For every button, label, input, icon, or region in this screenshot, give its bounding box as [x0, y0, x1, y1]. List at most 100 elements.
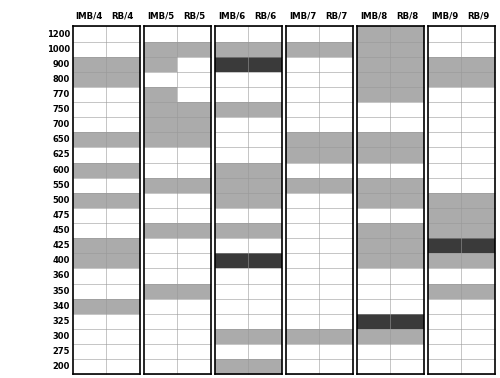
Bar [72, 72, 106, 87]
Text: 1000: 1000 [47, 45, 70, 54]
Bar [462, 102, 495, 117]
Bar [214, 147, 248, 163]
Bar [462, 314, 495, 329]
Text: RB/9: RB/9 [467, 12, 489, 21]
Bar [144, 284, 177, 299]
Bar [248, 299, 282, 314]
Bar [72, 117, 106, 132]
Bar [177, 193, 210, 208]
Bar [462, 42, 495, 57]
Bar [72, 193, 106, 208]
Bar [390, 163, 424, 178]
Text: 800: 800 [52, 75, 70, 84]
Bar [177, 223, 210, 238]
Bar [428, 268, 462, 284]
Bar [248, 147, 282, 163]
Bar [72, 253, 106, 268]
Bar [248, 57, 282, 72]
Bar [357, 117, 390, 132]
Bar [177, 26, 210, 42]
Bar [214, 359, 248, 374]
Text: 650: 650 [52, 135, 70, 144]
Bar [390, 87, 424, 102]
Bar [320, 102, 353, 117]
Bar [248, 238, 282, 253]
Bar [462, 147, 495, 163]
Bar [177, 178, 210, 193]
Bar [72, 147, 106, 163]
Bar [286, 223, 320, 238]
Bar [320, 238, 353, 253]
Bar [177, 163, 210, 178]
Bar [286, 72, 320, 87]
Bar [106, 329, 140, 344]
Bar [462, 329, 495, 344]
Bar [248, 223, 282, 238]
Bar [106, 132, 140, 147]
Bar [357, 299, 390, 314]
Bar [248, 193, 282, 208]
Bar [357, 208, 390, 223]
Bar [177, 132, 210, 147]
Bar [286, 57, 320, 72]
Bar [177, 117, 210, 132]
Bar [144, 72, 177, 87]
Bar [428, 72, 462, 87]
Bar [214, 193, 248, 208]
Bar [144, 299, 177, 314]
Text: IMB/9: IMB/9 [431, 12, 458, 21]
Bar [462, 132, 495, 147]
Bar [214, 72, 248, 87]
Bar [390, 208, 424, 223]
Bar [144, 193, 177, 208]
Bar [462, 193, 495, 208]
Bar [357, 238, 390, 253]
Bar [286, 314, 320, 329]
Bar [72, 238, 106, 253]
Bar [320, 299, 353, 314]
Bar [428, 208, 462, 223]
Bar [248, 117, 282, 132]
Text: 900: 900 [52, 60, 70, 69]
Bar [106, 344, 140, 359]
Bar [177, 314, 210, 329]
Bar [462, 87, 495, 102]
Bar [462, 268, 495, 284]
Bar [72, 163, 106, 178]
Bar [248, 359, 282, 374]
Bar [320, 314, 353, 329]
Bar [286, 26, 320, 42]
Text: IMB/4: IMB/4 [76, 12, 103, 21]
Bar [214, 102, 248, 117]
Bar [428, 117, 462, 132]
Bar [390, 178, 424, 193]
Bar [106, 117, 140, 132]
Bar [72, 42, 106, 57]
Bar [106, 163, 140, 178]
Bar [144, 26, 177, 42]
Bar [214, 87, 248, 102]
Bar [248, 178, 282, 193]
Bar [106, 238, 140, 253]
Bar [357, 26, 390, 42]
Bar [357, 72, 390, 87]
Bar [106, 26, 140, 42]
Bar [177, 329, 210, 344]
Bar [177, 284, 210, 299]
Bar [320, 284, 353, 299]
Bar [248, 72, 282, 87]
Bar [106, 284, 140, 299]
Bar [106, 193, 140, 208]
Bar [106, 147, 140, 163]
Bar [177, 238, 210, 253]
Bar [357, 147, 390, 163]
Text: 1200: 1200 [46, 29, 70, 39]
Text: 450: 450 [52, 226, 70, 235]
Bar [390, 359, 424, 374]
Bar [428, 223, 462, 238]
Bar [177, 253, 210, 268]
Bar [144, 238, 177, 253]
Text: 550: 550 [52, 181, 70, 190]
Bar [320, 329, 353, 344]
Bar [286, 132, 320, 147]
